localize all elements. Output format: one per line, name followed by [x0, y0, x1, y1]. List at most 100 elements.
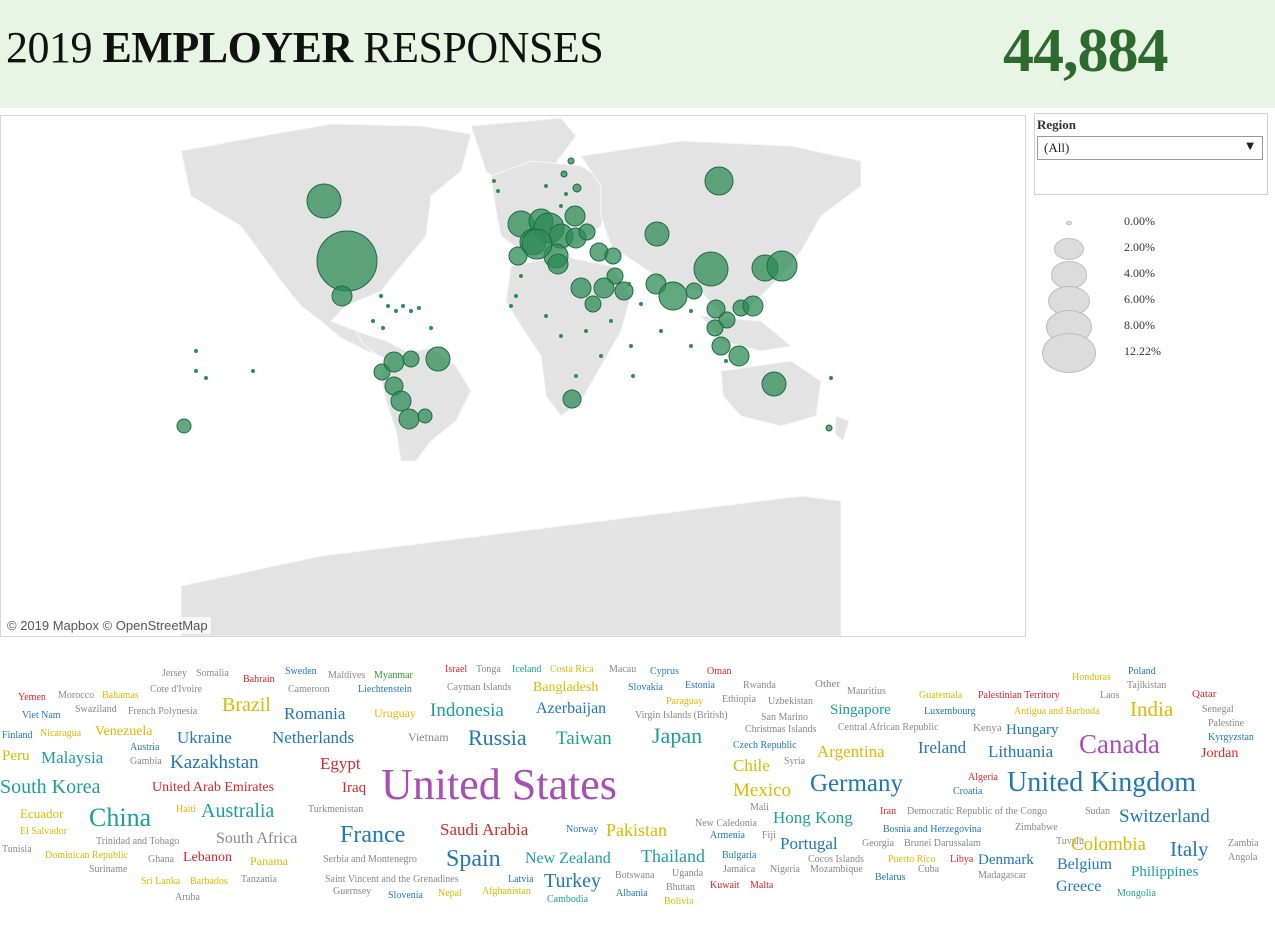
- country-word[interactable]: Central African Republic: [838, 722, 939, 733]
- country-word[interactable]: South Africa: [216, 830, 298, 847]
- country-word[interactable]: Honduras: [1072, 672, 1111, 683]
- country-word[interactable]: Rwanda: [743, 680, 776, 691]
- country-marker[interactable]: [492, 179, 496, 183]
- country-marker[interactable]: [381, 326, 385, 330]
- country-word[interactable]: Saint Vincent and the Grenadines: [325, 874, 459, 885]
- country-word[interactable]: Lebanon: [183, 850, 232, 865]
- country-word[interactable]: New Caledonia: [695, 818, 757, 829]
- country-word[interactable]: Brazil: [222, 694, 271, 716]
- country-marker[interactable]: [631, 374, 635, 378]
- country-word[interactable]: Cocos Islands: [808, 854, 864, 865]
- country-word[interactable]: Cameroon: [288, 684, 330, 695]
- country-marker[interactable]: [194, 369, 198, 373]
- chevron-down-icon[interactable]: ▼: [1246, 141, 1254, 152]
- world-map[interactable]: © 2019 Mapbox © OpenStreetMap: [0, 115, 1026, 637]
- country-word[interactable]: Luxembourg: [924, 706, 976, 717]
- country-markers[interactable]: [176, 157, 833, 434]
- country-marker[interactable]: [706, 319, 724, 337]
- country-marker[interactable]: [761, 371, 787, 397]
- country-marker[interactable]: [572, 183, 582, 193]
- country-word[interactable]: Tajikistan: [1127, 680, 1167, 691]
- country-marker[interactable]: [718, 311, 736, 329]
- country-word[interactable]: Brunei Darussalam: [904, 838, 981, 849]
- country-word[interactable]: United Arab Emirates: [152, 780, 275, 795]
- country-word[interactable]: Kenya: [973, 722, 1002, 734]
- country-word[interactable]: Romania: [284, 704, 346, 723]
- country-word[interactable]: Yemen: [18, 692, 46, 703]
- country-marker[interactable]: [401, 304, 405, 308]
- country-marker[interactable]: [606, 267, 624, 285]
- country-word[interactable]: Nicaragua: [40, 728, 82, 739]
- country-word[interactable]: Bosnia and Herzegovina: [883, 824, 982, 835]
- country-marker[interactable]: [394, 309, 398, 313]
- country-word[interactable]: Guernsey: [333, 886, 372, 897]
- country-word[interactable]: Trinidad and Tobago: [96, 836, 180, 847]
- country-marker[interactable]: [567, 157, 575, 165]
- country-word[interactable]: Cyprus: [650, 666, 679, 677]
- country-word[interactable]: Canada: [1079, 729, 1160, 759]
- country-word[interactable]: Israel: [445, 664, 468, 675]
- country-marker[interactable]: [574, 374, 578, 378]
- country-word[interactable]: Palestinian Territory: [978, 690, 1060, 701]
- country-word[interactable]: Russia: [468, 725, 527, 750]
- country-marker[interactable]: [689, 309, 693, 313]
- country-word[interactable]: Albania: [616, 888, 648, 899]
- country-word[interactable]: Ireland: [918, 738, 967, 757]
- country-word[interactable]: Chile: [733, 756, 770, 775]
- country-word[interactable]: Aruba: [175, 892, 200, 903]
- country-marker[interactable]: [564, 192, 568, 196]
- country-word[interactable]: Italy: [1170, 837, 1209, 861]
- country-word[interactable]: United States: [381, 760, 617, 809]
- country-word[interactable]: Panama: [250, 854, 288, 868]
- country-word[interactable]: Viet Nam: [22, 710, 61, 721]
- country-word[interactable]: Syria: [784, 756, 806, 767]
- country-word[interactable]: Bahamas: [102, 690, 139, 701]
- country-word[interactable]: Tanzania: [241, 874, 277, 885]
- country-marker[interactable]: [559, 334, 563, 338]
- country-word[interactable]: Iran: [880, 806, 897, 817]
- country-word[interactable]: Taiwan: [556, 728, 612, 749]
- country-word[interactable]: Armenia: [710, 830, 745, 841]
- country-marker[interactable]: [604, 247, 622, 265]
- country-word[interactable]: Cote d'Ivoire: [150, 684, 203, 695]
- country-marker[interactable]: [766, 250, 798, 282]
- country-word[interactable]: Mauritius: [847, 686, 886, 697]
- country-word[interactable]: Cuba: [918, 864, 940, 875]
- country-marker[interactable]: [570, 277, 592, 299]
- country-word[interactable]: Poland: [1128, 666, 1156, 677]
- country-word[interactable]: Croatia: [953, 786, 983, 797]
- country-word[interactable]: Mozambique: [810, 864, 863, 875]
- country-word[interactable]: Azerbaijan: [536, 700, 607, 717]
- country-word[interactable]: Venezuela: [95, 724, 153, 739]
- map-canvas[interactable]: [1, 116, 1025, 636]
- country-word[interactable]: Malta: [750, 880, 774, 891]
- country-marker[interactable]: [658, 281, 688, 311]
- country-word[interactable]: Pakistan: [606, 820, 667, 840]
- country-word[interactable]: New Zealand: [525, 850, 611, 867]
- country-marker[interactable]: [371, 319, 375, 323]
- country-word[interactable]: Netherlands: [272, 728, 355, 747]
- region-dropdown[interactable]: (All) ▼: [1037, 136, 1263, 160]
- country-marker[interactable]: [706, 299, 726, 319]
- country-word[interactable]: Uruguay: [374, 706, 416, 720]
- country-word[interactable]: Malaysia: [41, 748, 104, 767]
- country-word[interactable]: Turkey: [544, 870, 602, 892]
- country-marker[interactable]: [386, 304, 390, 308]
- country-word[interactable]: Czech Republic: [733, 740, 797, 751]
- country-word[interactable]: Iceland: [512, 664, 542, 675]
- country-word[interactable]: Swaziland: [75, 704, 117, 715]
- country-word[interactable]: Spain: [446, 846, 501, 872]
- country-word[interactable]: Macau: [609, 664, 637, 675]
- country-word[interactable]: Kuwait: [710, 880, 740, 891]
- country-word[interactable]: Australia: [201, 800, 275, 822]
- country-word[interactable]: Angola: [1228, 852, 1258, 863]
- country-word[interactable]: United Kingdom: [1007, 767, 1196, 798]
- country-word[interactable]: Maldives: [328, 670, 366, 681]
- country-marker[interactable]: [514, 294, 518, 298]
- country-word[interactable]: Bolivia: [664, 896, 694, 907]
- country-marker[interactable]: [627, 282, 631, 286]
- country-marker[interactable]: [609, 319, 613, 323]
- country-word[interactable]: Sri Lanka: [141, 876, 181, 887]
- country-word[interactable]: Ecuador: [20, 806, 64, 821]
- country-word[interactable]: Jamaica: [723, 864, 756, 875]
